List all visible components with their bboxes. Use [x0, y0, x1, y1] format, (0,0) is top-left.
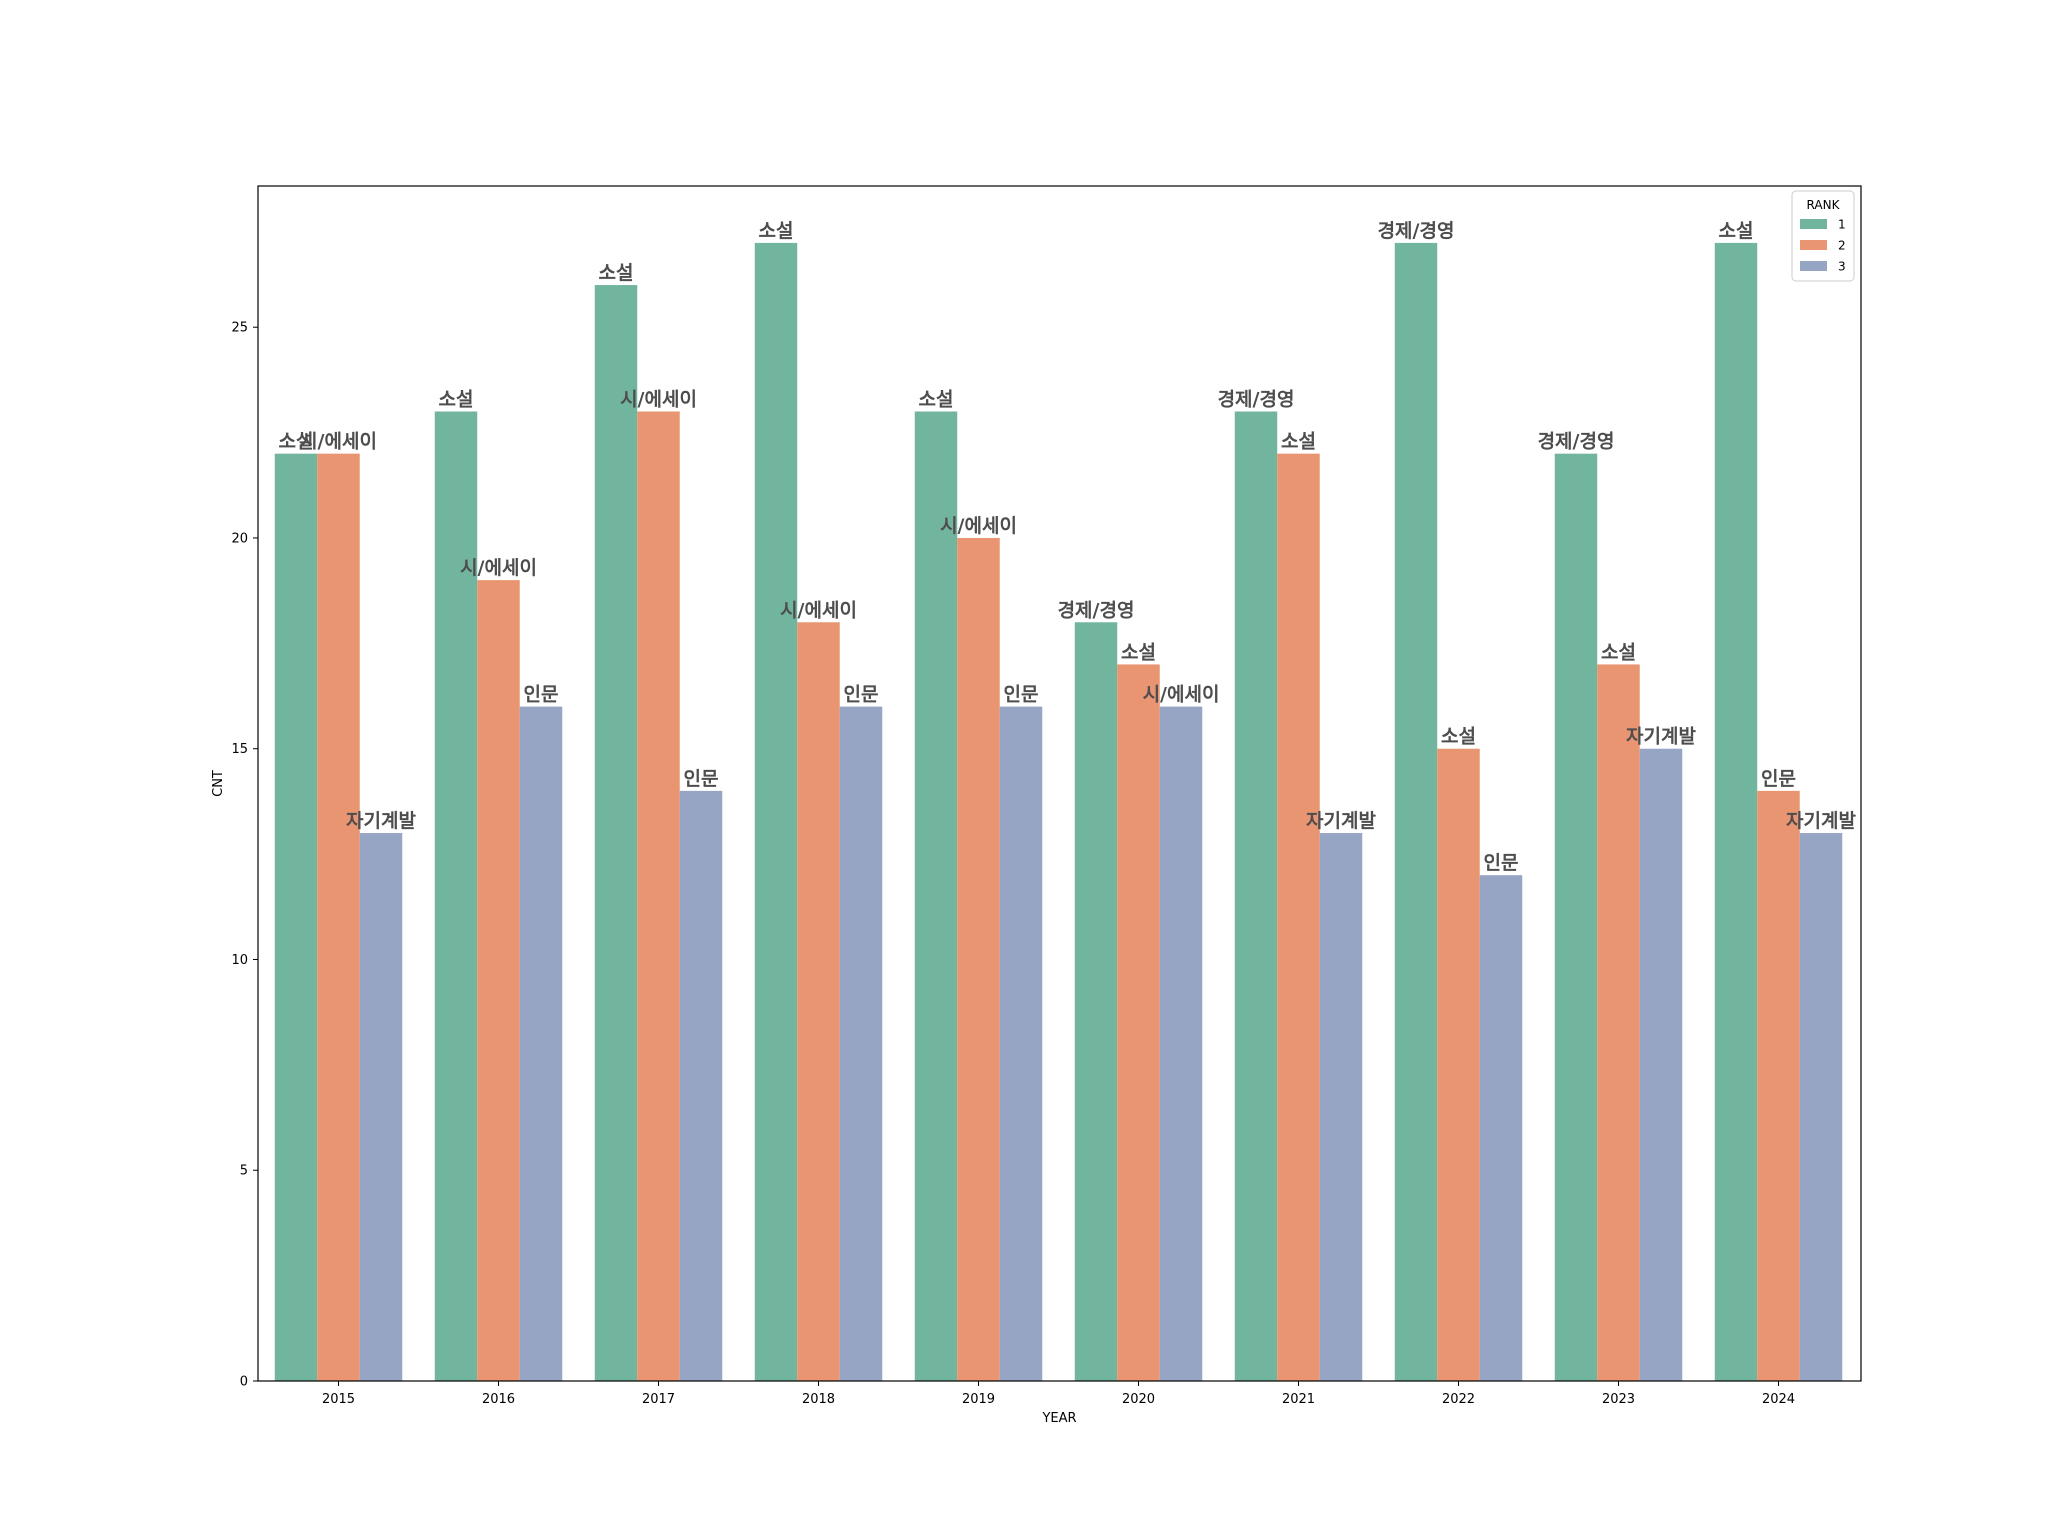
bar-label-rank3-2021: 자기계발	[1306, 810, 1376, 832]
x-tick-label: 2018	[802, 1392, 835, 1407]
bar-rank2-2024	[1757, 790, 1800, 1381]
bar-rank3-2017	[679, 790, 723, 1381]
legend: RANK 1 2 3	[1791, 190, 1855, 282]
bar-label-rank3-2023: 자기계발	[1626, 726, 1696, 748]
x-axis-title: YEAR	[1041, 1411, 1076, 1426]
bar-rank3-2015	[359, 833, 403, 1381]
legend-swatch-rank3	[1800, 261, 1827, 271]
bar-label-rank2-2021: 소설	[1281, 431, 1316, 453]
x-tick-label: 2021	[1282, 1392, 1315, 1407]
bar-label-rank3-2017: 인문	[684, 768, 719, 790]
bar-rank1-2016	[434, 411, 478, 1381]
bar-rank2-2016	[477, 580, 520, 1381]
bar-label-rank2-2023: 소설	[1601, 641, 1636, 663]
bar-rank1-2015	[274, 453, 318, 1381]
bar-rank2-2018	[797, 622, 840, 1381]
bar-rank1-2018	[754, 242, 798, 1381]
y-tick-label: 0	[240, 1375, 248, 1390]
bar-label-rank3-2015: 자기계발	[346, 810, 416, 832]
bar-label-rank2-2017: 시/에세이	[620, 389, 697, 411]
bar-label-rank1-2017: 소설	[599, 262, 634, 284]
legend-swatch-rank1	[1800, 219, 1827, 229]
legend-label-rank2: 2	[1838, 239, 1846, 253]
legend-frame	[1791, 190, 1855, 282]
bar-label-rank1-2019: 소설	[919, 389, 954, 411]
bar-rank1-2021	[1234, 411, 1278, 1381]
bar-rank1-2022	[1394, 242, 1438, 1381]
y-tick-label: 5	[240, 1164, 248, 1179]
bar-rank2-2019	[957, 537, 1000, 1381]
bar-rank1-2017	[594, 285, 638, 1382]
bar-rank1-2020	[1074, 622, 1118, 1381]
bar-label-rank1-2022: 경제/경영	[1378, 220, 1455, 242]
bar-label-rank2-2019: 시/에세이	[940, 515, 1017, 537]
bar-labels-layer: 소설시/에세이자기계발소설시/에세이인문소설시/에세이인문소설시/에세이인문소설…	[279, 220, 1857, 874]
bar-rank2-2020	[1117, 664, 1160, 1381]
bar-rank2-2023	[1597, 664, 1640, 1381]
bar-label-rank2-2018: 시/에세이	[780, 599, 857, 621]
x-axis: 2015 2016 2017 2018 2019 2020 2021 2022 2023 2024	[322, 1381, 1795, 1407]
bar-rank3-2022	[1479, 875, 1523, 1381]
bar-label-rank1-2024: 소설	[1719, 220, 1754, 242]
y-tick-label: 20	[231, 531, 248, 546]
x-tick-label: 2015	[322, 1392, 355, 1407]
legend-label-rank3: 3	[1838, 260, 1846, 274]
bar-label-rank1-2015: 소설	[279, 431, 314, 453]
y-tick-label: 10	[231, 953, 248, 968]
bar-label-rank2-2024: 인문	[1761, 768, 1796, 790]
bar-label-rank3-2024: 자기계발	[1786, 810, 1856, 832]
bar-label-rank3-2022: 인문	[1484, 852, 1519, 874]
x-tick-label: 2023	[1602, 1392, 1635, 1407]
bar-label-rank2-2015: 시/에세이	[300, 431, 377, 453]
x-tick-label: 2024	[1762, 1392, 1795, 1407]
bar-label-rank3-2018: 인문	[844, 684, 879, 706]
y-tick-label: 15	[231, 742, 248, 757]
bar-rank3-2016	[519, 706, 563, 1381]
bar-rank1-2023	[1554, 453, 1598, 1381]
bar-rank3-2024	[1799, 833, 1843, 1381]
bar-label-rank3-2020: 시/에세이	[1143, 684, 1220, 706]
legend-label-rank1: 1	[1838, 218, 1846, 232]
bar-label-rank1-2021: 경제/경영	[1218, 389, 1295, 411]
bar-label-rank1-2018: 소설	[759, 220, 794, 242]
bar-rank3-2018	[839, 706, 883, 1381]
bar-label-rank3-2019: 인문	[1004, 684, 1039, 706]
bar-rank3-2023	[1639, 748, 1683, 1381]
bar-rank2-2015	[317, 453, 360, 1381]
y-axis: 0 5 10 15 20 25	[231, 321, 258, 1390]
bar-rank3-2021	[1319, 833, 1363, 1381]
y-tick-label: 25	[231, 321, 248, 336]
bar-rank1-2024	[1714, 242, 1758, 1381]
legend-swatch-rank2	[1800, 240, 1827, 250]
bar-label-rank2-2022: 소설	[1441, 726, 1476, 748]
bar-rank2-2017	[637, 411, 680, 1381]
plot-frame	[257, 185, 1862, 1382]
bar-rank3-2020	[1159, 706, 1203, 1381]
x-tick-label: 2017	[642, 1392, 675, 1407]
bar-label-rank2-2016: 시/에세이	[460, 557, 537, 579]
x-tick-label: 2016	[482, 1392, 515, 1407]
bar-label-rank3-2016: 인문	[524, 684, 559, 706]
bar-rank2-2022	[1437, 748, 1480, 1381]
y-axis-title: CNT	[211, 770, 226, 797]
x-tick-label: 2022	[1442, 1392, 1475, 1407]
x-tick-label: 2019	[962, 1392, 995, 1407]
x-tick-label: 2020	[1122, 1392, 1155, 1407]
bar-rank2-2021	[1277, 453, 1320, 1381]
bar-label-rank2-2020: 소설	[1121, 641, 1156, 663]
bars-layer	[274, 242, 1843, 1382]
bar-label-rank1-2023: 경제/경영	[1538, 431, 1615, 453]
bar-rank1-2019	[914, 411, 958, 1381]
bar-label-rank1-2016: 소설	[439, 389, 474, 411]
bar-rank3-2019	[999, 706, 1043, 1381]
bar-label-rank1-2020: 경제/경영	[1058, 599, 1135, 621]
legend-title: RANK	[1807, 198, 1841, 212]
